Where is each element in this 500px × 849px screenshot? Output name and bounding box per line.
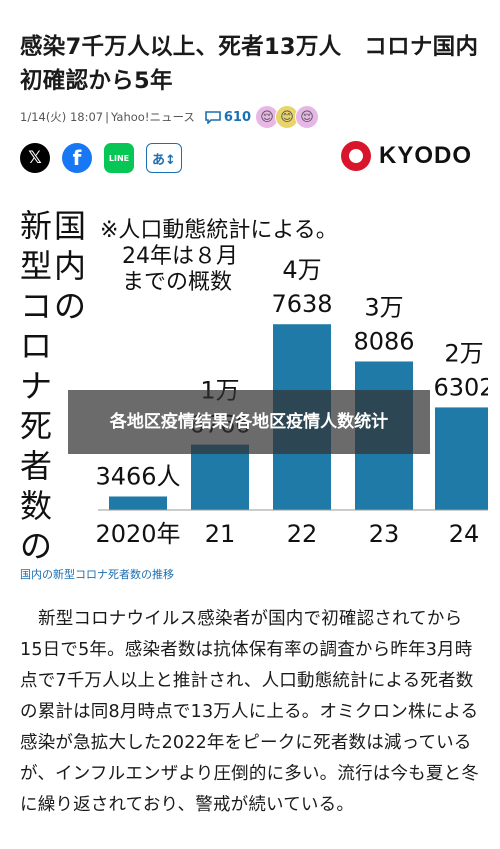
font-size-button[interactable]: あ↕ <box>146 143 182 173</box>
chart-title-char: 死 <box>20 407 52 445</box>
chart-note: までの概数 <box>122 270 232 295</box>
facebook-share-icon[interactable]: f <box>62 143 92 173</box>
bar-value-label-top: 3万 <box>364 293 403 321</box>
chart-title-char: ナ <box>20 367 52 405</box>
kyodo-logo-text: KYODO <box>378 142 472 169</box>
chart-bar <box>435 407 493 510</box>
bar-value-label: 3466人 <box>95 462 180 490</box>
reaction-faces[interactable]: 😌 😊 😌 <box>255 105 320 129</box>
chart-title-char: 者 <box>20 447 52 485</box>
x-tick-label: 22 <box>287 520 318 548</box>
article-meta: 1/14(火) 18:07 | Yahoo!ニュース 610 😌 😊 😌 <box>20 104 320 130</box>
chart-title-char: 内 <box>54 247 86 285</box>
article-body: 新型コロナウイルス感染者が国内で初確認されてから15日で5年。感染者数は抗体保有… <box>20 609 479 815</box>
x-tick-label: 2020年 <box>95 520 180 548</box>
chart-title-char: 新 <box>20 207 52 245</box>
x-share-icon[interactable]: 𝕏 <box>20 143 50 173</box>
bar-value-label-top: 4万 <box>282 256 321 284</box>
article-headline: 感染7千万人以上、死者13万人 コロナ国内初確認から5年 <box>20 34 479 94</box>
x-tick-label: 21 <box>205 520 236 548</box>
overlay-banner: 各地区疫情结果/各地区疫情人数统计 <box>68 390 430 454</box>
chart-title-char: コ <box>20 287 52 325</box>
reaction-face-icon: 😌 <box>295 105 320 129</box>
line-share-icon[interactable]: LINE <box>104 143 134 173</box>
bar-value-label: 6302 <box>433 373 488 401</box>
article-source: Yahoo!ニュース <box>110 110 195 124</box>
comment-icon <box>205 110 221 124</box>
chart-title-char: 国 <box>54 207 86 245</box>
chart-caption[interactable]: 国内の新型コロナ死者数の推移 <box>20 568 174 581</box>
x-tick-label: 24 <box>449 520 480 548</box>
chart-title-char: 型 <box>20 247 52 285</box>
chart-note: ※人口動態統計による。 <box>100 218 338 243</box>
bottom-fade <box>0 835 500 849</box>
chart-bar <box>109 496 167 510</box>
bar-value-label: 7638 <box>271 290 332 318</box>
bar-value-label: 8086 <box>353 327 414 355</box>
chart-note: 24年は８月 <box>122 244 238 269</box>
bar-value-label-top: 2万 <box>444 339 483 367</box>
kyodo-logo-icon <box>340 141 371 171</box>
chart-title-char: ロ <box>20 327 52 365</box>
chart-title-char: の <box>54 287 86 325</box>
chart-bar <box>191 444 249 510</box>
kyodo-logo: KYODO <box>340 141 472 171</box>
comments-link[interactable]: 610 <box>205 110 251 125</box>
x-tick-label: 23 <box>369 520 400 548</box>
chart-title-char: の <box>20 527 52 560</box>
comment-count: 610 <box>223 109 252 125</box>
share-bar: 𝕏 f LINE あ↕ <box>20 143 194 173</box>
article-date: 1/14(火) 18:07 <box>20 110 104 124</box>
chart-title-char: 数 <box>20 487 52 525</box>
